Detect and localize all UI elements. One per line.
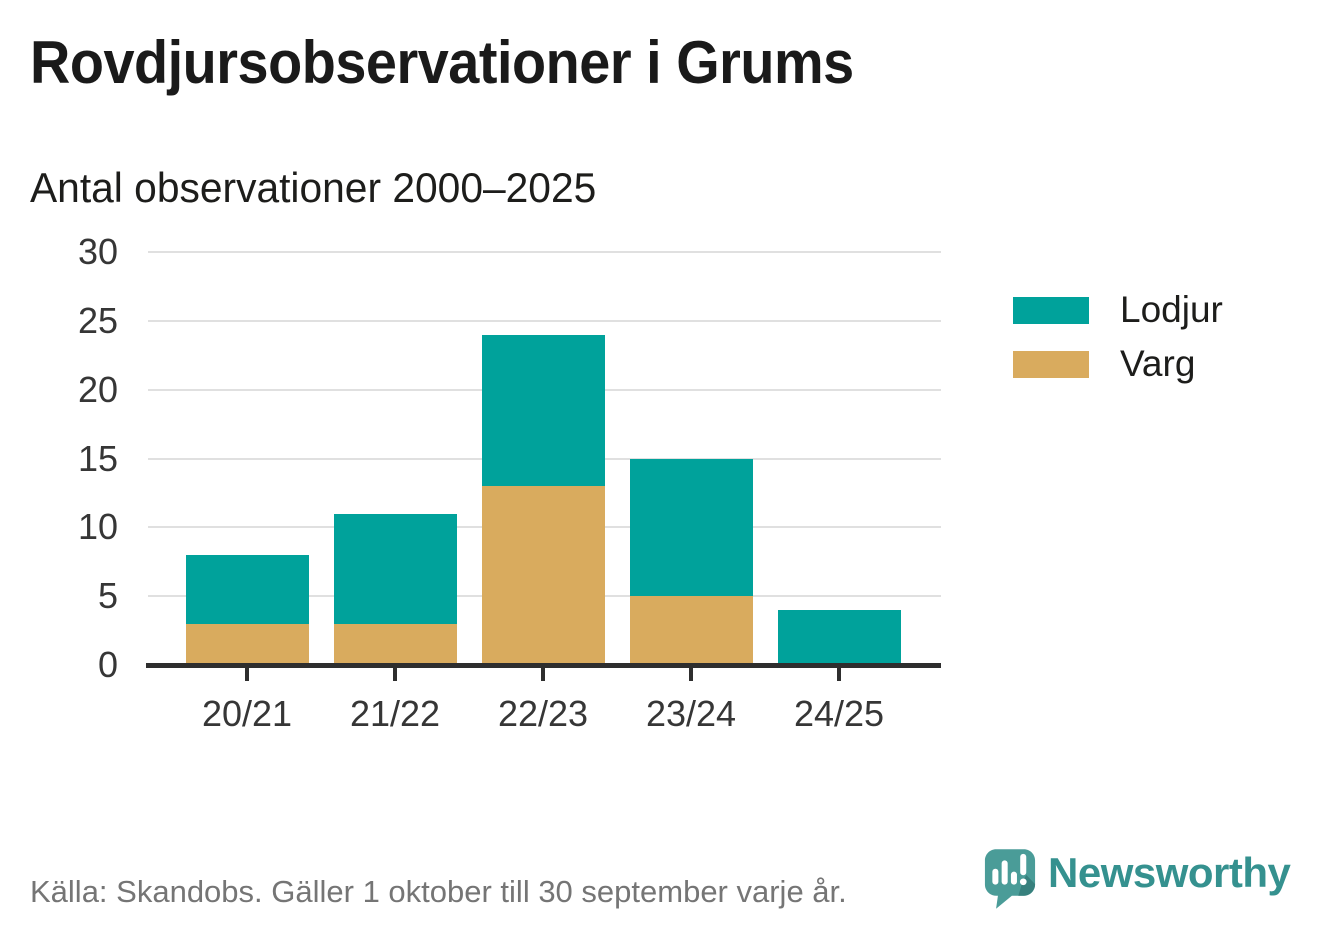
- legend-item-lodjur: Lodjur: [1013, 288, 1223, 332]
- y-tick-label-10: 10: [77, 506, 118, 548]
- bar-segment-lodjur-22-23: [481, 334, 605, 487]
- bar-segment-varg-23-24: [629, 596, 753, 665]
- gridline-25: [148, 319, 941, 322]
- newsworthy-wordmark: Newsworthy: [1048, 849, 1291, 896]
- bar-segment-lodjur-23-24: [629, 458, 753, 597]
- x-axis-line: [146, 663, 941, 668]
- chart-subtitle: Antal observationer 2000–2025: [30, 164, 597, 211]
- y-tick-label-15: 15: [77, 437, 118, 479]
- legend: Lodjur Varg: [1013, 288, 1223, 396]
- source-note: Källa: Skandobs. Gäller 1 oktober till 3…: [30, 874, 847, 909]
- x-axis-tick-21-22: [393, 668, 397, 681]
- bar-segment-lodjur-21-22: [333, 513, 457, 624]
- x-tick-label-24-25: 24/25: [793, 693, 885, 734]
- x-tick-label-23-24: 23/24: [645, 693, 737, 734]
- legend-label-lodjur: Lodjur: [1120, 289, 1223, 330]
- x-axis-tick-20-21: [245, 668, 249, 681]
- bar-segment-lodjur-20-21: [185, 554, 309, 624]
- x-axis-tick-23-24: [689, 668, 693, 681]
- bar-segment-varg-22-23: [481, 486, 605, 665]
- x-axis-tick-22-23: [541, 668, 545, 681]
- y-tick-label-20: 20: [77, 368, 118, 410]
- y-tick-label-30: 30: [77, 231, 118, 272]
- logo-barchart-glyph: [992, 860, 1017, 885]
- newsworthy-brand: Newsworthy: [984, 848, 1291, 910]
- x-tick-label-22-23: 22/23: [497, 693, 589, 734]
- newsworthy-logo-icon: [984, 849, 1036, 909]
- y-tick-label-0: 0: [97, 644, 118, 685]
- legend-swatch-lodjur: [1013, 296, 1089, 324]
- x-tick-label-20-21: 20/21: [201, 693, 293, 734]
- gridline-30: [148, 251, 941, 253]
- legend-swatch-varg: [1013, 350, 1089, 378]
- bar-segment-varg-20-21: [185, 623, 309, 665]
- chart-title: Rovdjursobservationer i Grums: [30, 29, 854, 96]
- bar-segment-varg-21-22: [333, 623, 457, 665]
- bar-segment-lodjur-24-25: [777, 609, 901, 665]
- y-tick-label-5: 5: [97, 575, 118, 617]
- logo-exclamation-glyph: [1019, 853, 1027, 886]
- x-tick-label-21-22: 21/22: [349, 693, 441, 734]
- y-tick-label-25: 25: [77, 299, 118, 341]
- x-axis-tick-24-25: [837, 668, 841, 681]
- logo-shadow-shape: [1018, 874, 1036, 896]
- legend-label-varg: Varg: [1120, 343, 1196, 384]
- legend-item-varg: Varg: [1013, 342, 1223, 386]
